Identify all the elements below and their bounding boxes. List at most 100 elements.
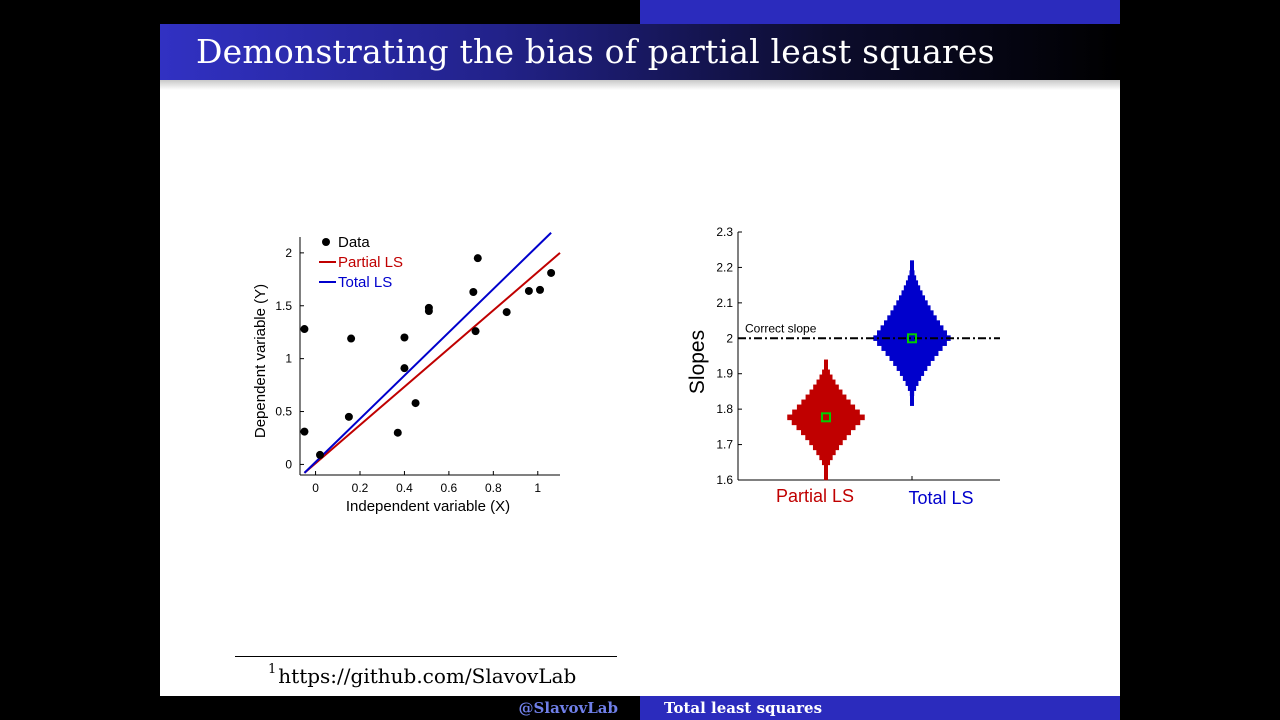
footnote-marker: 1 [268, 662, 277, 678]
x-tick-label: 0 [312, 481, 319, 495]
violin-band [805, 394, 847, 401]
violin-band [787, 414, 865, 421]
violin-band [816, 379, 836, 386]
violin-band [910, 395, 914, 401]
x-tick-label: 0.2 [352, 481, 369, 495]
violin-band [910, 260, 914, 266]
center-marker [907, 333, 917, 344]
violin-band [896, 300, 928, 306]
slopes-violin-chart: 1.6 1.7 1.8 1.9 2 2.1 2.2 2.3 Slopes Correct slop… [686, 225, 1000, 508]
violin-band [902, 375, 922, 381]
violin-band [893, 305, 931, 311]
violin-band [907, 275, 917, 281]
data-point [473, 254, 482, 263]
violin-band [889, 355, 935, 361]
footer-section-title: Total least squares [664, 699, 823, 717]
fit-line-partial-ls [303, 252, 561, 474]
x-tick-label: 0.8 [485, 481, 502, 495]
y-axis-label: Slopes [686, 330, 709, 394]
slide-title: Demonstrating the bias of partial least … [196, 32, 995, 71]
center-marker [821, 412, 831, 423]
data-point [393, 428, 402, 437]
fit-line-total-ls [303, 232, 552, 474]
data-point [471, 327, 480, 336]
violin-total-ls [873, 260, 951, 406]
data-point [344, 412, 353, 421]
violin-band [907, 385, 917, 391]
top-strip-left [160, 0, 640, 24]
y-tick-label: 1.5 [275, 299, 292, 313]
y-tick-label: 0.5 [275, 405, 292, 419]
violin-band [813, 384, 839, 391]
data-point [411, 399, 420, 408]
footer-bar: @SlavovLab Total least squares [160, 696, 1120, 720]
violin-band [898, 295, 926, 301]
data-point [524, 286, 533, 295]
title-bar: Demonstrating the bias of partial least … [160, 24, 1120, 80]
violin-band [824, 469, 828, 476]
violin-band [903, 285, 921, 291]
violin-band [880, 325, 944, 331]
footnote: 1 https://github.com/SlavovLab [268, 662, 577, 688]
category-label-total: Total LS [908, 488, 973, 508]
y-tick-label: 1.9 [716, 367, 733, 381]
legend-label-partial: Partial LS [338, 254, 403, 271]
x-axis-label: Independent variable (X) [346, 498, 510, 515]
y-tick-label: 0 [285, 457, 292, 471]
violin-band [896, 365, 928, 371]
x-tick-label: 0.4 [396, 481, 413, 495]
data-point [316, 450, 324, 459]
violin-band [809, 439, 843, 446]
footnote-rule [235, 656, 617, 657]
violin-band [909, 390, 915, 396]
top-strip-right [640, 0, 1120, 24]
violin-band [877, 330, 947, 336]
y-axis-label: Dependent variable (Y) [252, 284, 269, 438]
violin-band [805, 434, 847, 441]
legend-label-total: Total LS [338, 274, 392, 291]
violin-band [824, 464, 828, 471]
violin-band [816, 449, 836, 456]
scatter-chart: 0 0.2 0.4 0.6 0.8 1 0 0.5 1 1.5 2 Independent varia… [252, 232, 561, 515]
x-tick-label: 0.6 [441, 481, 458, 495]
data-point [502, 308, 511, 317]
data-point [469, 288, 478, 297]
violin-band [890, 310, 934, 316]
data-point [400, 364, 409, 373]
footer-right: Total least squares [640, 696, 1120, 720]
violin-band [796, 424, 856, 431]
data-point [424, 303, 433, 312]
y-tick-label: 1.7 [716, 438, 733, 452]
violin-band [824, 364, 828, 371]
category-label-partial: Partial LS [776, 486, 854, 506]
violin-band [809, 389, 843, 396]
violin-band [885, 350, 939, 356]
data-point [300, 325, 309, 334]
x-tick-label: 1 [534, 481, 541, 495]
violin-band [905, 380, 919, 386]
violin-band [883, 320, 941, 326]
y-tick-label: 2.3 [716, 225, 733, 239]
legend-label-data: Data [338, 234, 370, 251]
y-tick-label: 1 [285, 352, 292, 366]
y-tick-label: 2.1 [716, 296, 733, 310]
violin-band [821, 459, 831, 466]
y-tick-label: 1.6 [716, 473, 733, 487]
violin-band [819, 374, 833, 381]
violin-band [887, 315, 937, 321]
footer-author: @SlavovLab [518, 699, 618, 717]
violin-band [873, 335, 951, 341]
footnote-link[interactable]: https://github.com/SlavovLab [278, 664, 577, 688]
data-point [400, 333, 409, 342]
violin-band [822, 369, 830, 376]
y-tick-label: 2.2 [716, 260, 733, 274]
data-point [547, 268, 556, 277]
violin-band [905, 280, 919, 286]
footer-left: @SlavovLab [160, 696, 640, 720]
y-tick-label: 1.8 [716, 402, 733, 416]
violin-partial-ls [787, 359, 865, 481]
violin-band [824, 359, 828, 366]
violin-band [909, 270, 915, 276]
violin-band [819, 454, 833, 461]
violin-band [796, 404, 856, 411]
